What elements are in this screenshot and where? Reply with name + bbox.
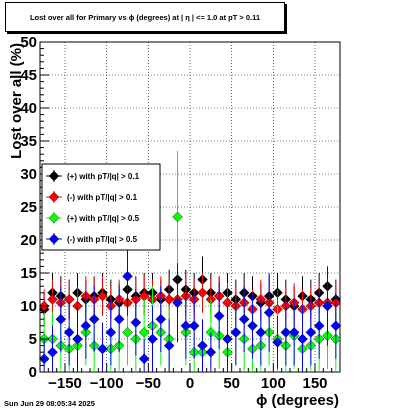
series-4 bbox=[38, 236, 342, 372]
data-series-layer bbox=[38, 150, 342, 372]
y-tick-label: 25 bbox=[20, 199, 37, 216]
data-point bbox=[222, 333, 233, 345]
data-point bbox=[55, 313, 67, 325]
data-point bbox=[138, 327, 150, 338]
x-tick-label: −150 bbox=[48, 375, 82, 392]
legend-label: (-) with pT/|q| > 0.5 bbox=[67, 235, 138, 244]
data-point bbox=[297, 333, 308, 345]
data-point bbox=[130, 317, 142, 328]
data-point bbox=[172, 297, 183, 308]
legend-marker bbox=[48, 170, 60, 182]
data-point bbox=[180, 320, 192, 332]
legend-label: (+) with pT/|q| > 0.5 bbox=[67, 214, 140, 223]
data-point bbox=[280, 327, 292, 338]
data-point bbox=[138, 353, 150, 365]
data-point bbox=[47, 346, 58, 358]
y-tick-label: 50 bbox=[20, 34, 37, 51]
chart-title: Lost over all for Primary vs ϕ (degrees)… bbox=[5, 2, 285, 32]
x-tick-label: −100 bbox=[90, 375, 124, 392]
data-point bbox=[80, 320, 92, 332]
y-tick-label: 20 bbox=[20, 232, 37, 249]
x-axis-title: ϕ (degrees) bbox=[256, 392, 339, 409]
data-point bbox=[72, 333, 83, 345]
legend-marker bbox=[48, 233, 60, 245]
y-axis-title: Lost over all (%) bbox=[8, 43, 25, 159]
y-tick-label: 35 bbox=[20, 133, 37, 150]
timestamp-footer: Sun Jun 29 08:05:34 2025 bbox=[4, 399, 95, 408]
data-point bbox=[97, 343, 108, 355]
data-point bbox=[105, 327, 117, 338]
data-point bbox=[322, 300, 333, 312]
legend-box bbox=[41, 163, 161, 251]
x-tick-label: 0 bbox=[186, 375, 194, 392]
data-point bbox=[147, 333, 158, 345]
data-point bbox=[197, 287, 208, 299]
y-tick-label: 15 bbox=[20, 265, 37, 282]
y-tick-label: 45 bbox=[20, 67, 37, 84]
y-tick-label: 30 bbox=[20, 166, 37, 183]
x-tick-label: 100 bbox=[261, 375, 286, 392]
legend-marker bbox=[48, 191, 60, 203]
y-tick-label: 5 bbox=[29, 331, 37, 348]
data-point bbox=[305, 327, 317, 338]
chart-title-text: Lost over all for Primary vs ϕ (degrees)… bbox=[29, 12, 261, 22]
data-point bbox=[230, 327, 242, 338]
data-point bbox=[330, 320, 342, 332]
data-point bbox=[63, 327, 75, 338]
data-point bbox=[163, 294, 175, 305]
x-tick-label: 50 bbox=[223, 375, 240, 392]
legend: (+) with pT/|q| > 0.1 (-) with pT/|q| > 0… bbox=[41, 163, 161, 251]
data-point bbox=[238, 313, 250, 325]
data-point bbox=[288, 327, 300, 338]
data-point bbox=[205, 346, 217, 358]
data-point bbox=[163, 340, 175, 351]
legend-label: (-) with pT/|q| > 0.1 bbox=[67, 193, 138, 202]
data-point bbox=[122, 327, 133, 338]
axes: 0 5 10 15 20 25 30 35 40 45 50 −150 −100 −50 0 50 100 150 bbox=[20, 34, 333, 392]
data-point bbox=[255, 327, 267, 338]
data-point bbox=[313, 320, 325, 332]
y-tick-label: 0 bbox=[29, 364, 37, 381]
y-tick-label: 10 bbox=[20, 298, 37, 315]
data-point bbox=[172, 211, 183, 223]
legend-label: (+) with pT/|q| > 0.1 bbox=[67, 172, 140, 181]
data-point bbox=[88, 313, 100, 325]
data-point bbox=[38, 353, 50, 365]
x-tick-label: 150 bbox=[302, 375, 327, 392]
data-point bbox=[213, 310, 225, 322]
y-tick-label: 40 bbox=[20, 100, 37, 117]
data-point bbox=[47, 294, 58, 305]
legend-marker bbox=[48, 212, 60, 224]
data-point bbox=[263, 307, 275, 318]
x-tick-label: −50 bbox=[136, 375, 161, 392]
data-point bbox=[155, 313, 167, 325]
data-point bbox=[247, 320, 258, 332]
data-point bbox=[122, 271, 133, 282]
data-point bbox=[272, 337, 283, 348]
data-point bbox=[188, 320, 200, 332]
data-point bbox=[197, 340, 208, 351]
data-point bbox=[113, 313, 125, 325]
data-point bbox=[97, 290, 108, 302]
